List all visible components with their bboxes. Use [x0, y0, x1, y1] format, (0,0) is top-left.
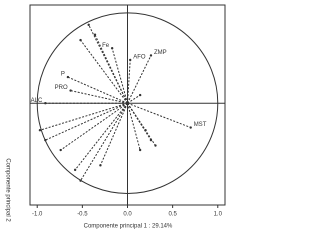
vector-label: P — [61, 72, 65, 78]
x-tick-label: -0.5 — [77, 212, 88, 218]
loading-vector — [80, 39, 128, 104]
loading-vector — [88, 24, 128, 104]
chart: Componente principal 1 : 29.14% Componen… — [4, 4, 226, 230]
x-tick-label: 0.0 — [123, 212, 132, 218]
vector-tip — [59, 148, 62, 152]
loading-vector — [70, 90, 128, 104]
vector-tip — [79, 179, 82, 182]
vector-tip — [154, 144, 157, 147]
loading-vector — [127, 94, 141, 104]
vector-tip — [93, 33, 97, 36]
loading-vector — [45, 102, 128, 141]
vector-label: Fe — [102, 43, 110, 49]
loading-vector — [80, 102, 128, 181]
vector-tip — [138, 148, 142, 152]
vector-tip — [79, 38, 82, 42]
vector-label: ZMP — [154, 50, 167, 56]
vector-label: ALC — [31, 98, 43, 104]
vector-tip — [44, 138, 47, 142]
vector-tip — [138, 93, 142, 97]
vector-tip — [87, 23, 90, 27]
vector-tip — [110, 47, 114, 50]
vector-tip — [38, 129, 42, 132]
vector-tip — [44, 101, 47, 105]
x-tick-label: 0.5 — [168, 212, 177, 218]
loading-vector — [67, 76, 128, 104]
vector-tip — [69, 89, 72, 92]
loading-vector — [111, 48, 128, 104]
loading-vector — [99, 102, 128, 166]
loading-vector — [60, 102, 128, 151]
vector-tip — [149, 54, 153, 57]
vector-tip — [66, 75, 70, 79]
loading-vector — [127, 103, 141, 151]
loading-vector — [94, 34, 128, 104]
loading-vector — [127, 102, 156, 146]
vector-tip — [99, 164, 102, 167]
vector-label: AFO — [133, 55, 146, 61]
x-tick-label: -1.0 — [32, 212, 43, 218]
vector-label: PRO — [55, 85, 68, 91]
vector-tip — [73, 168, 77, 172]
vector-tip — [189, 126, 192, 129]
loading-vector — [74, 102, 128, 171]
y-axis-label: Componente principal 2 — [4, 158, 10, 222]
loading-vector — [39, 102, 128, 131]
vector-tip — [129, 58, 132, 62]
loading-vector — [127, 102, 191, 128]
vector-label: MST — [194, 122, 207, 128]
x-axis-label: Componente principal 1 : 29.14% — [84, 224, 173, 230]
loading-vector — [127, 55, 152, 104]
x-tick-label: 1.0 — [214, 212, 223, 218]
loading-vector — [127, 59, 131, 104]
